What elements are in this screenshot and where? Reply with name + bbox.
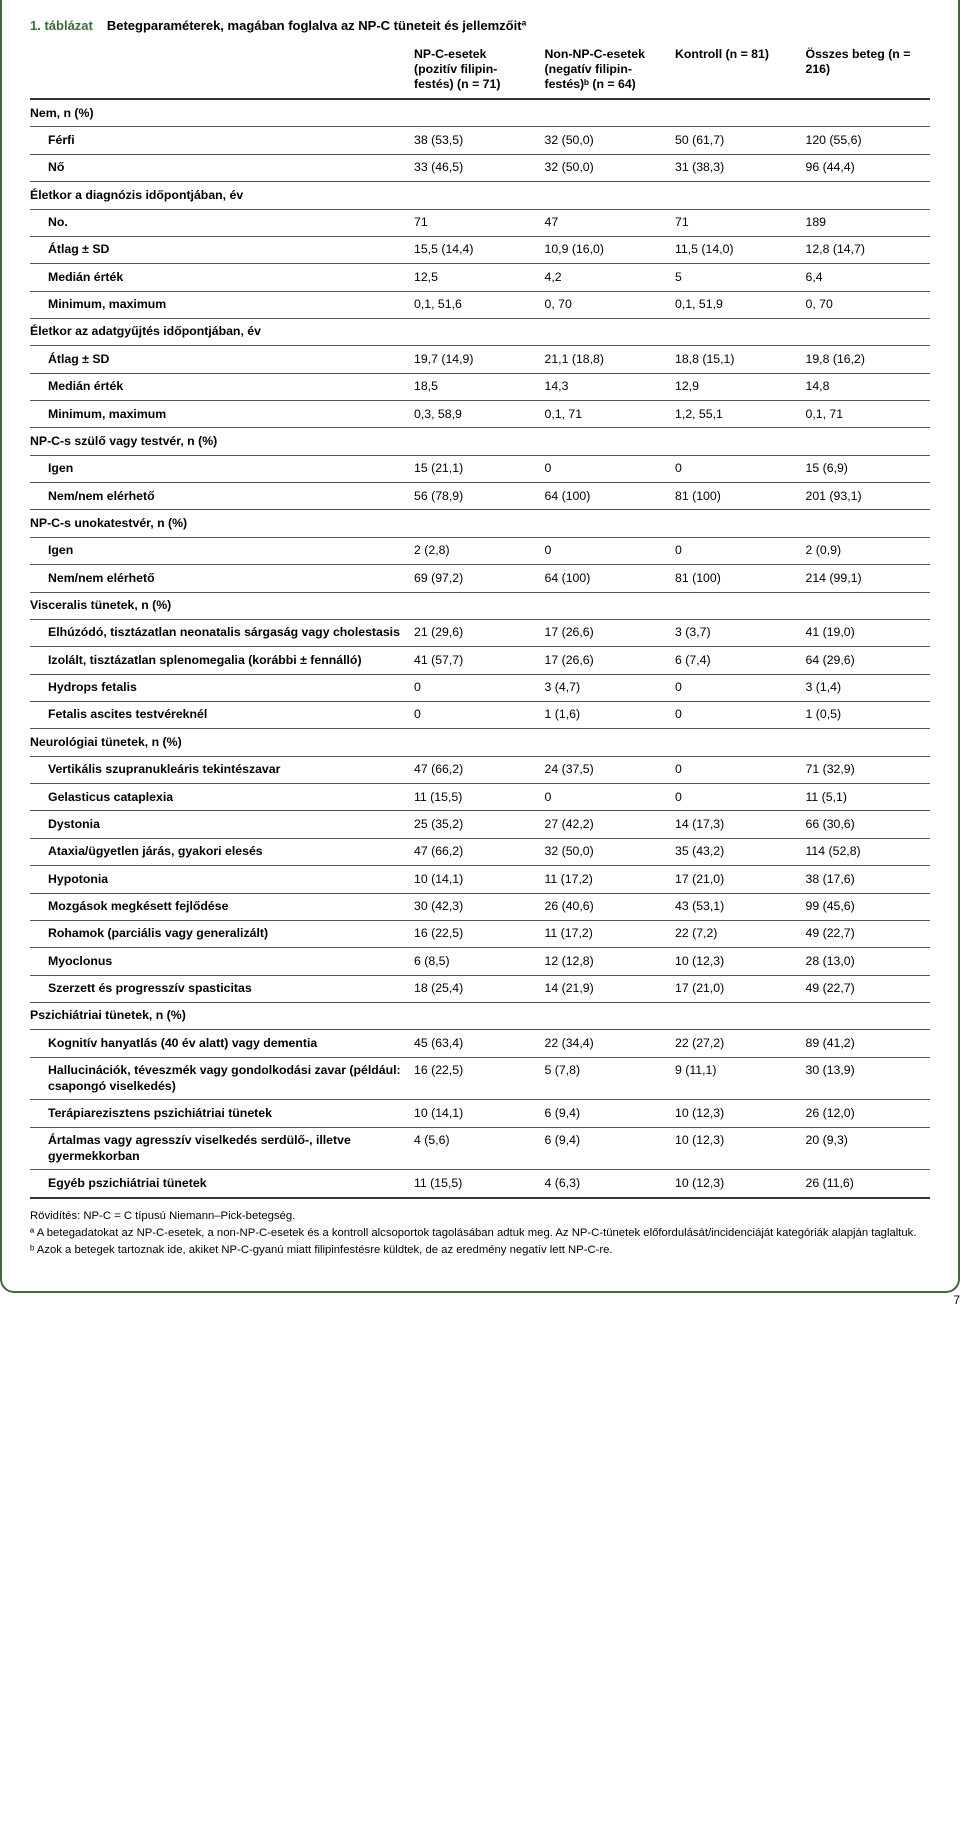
table-row: Fetalis ascites testvéreknél 0 1 (1,6) 0…	[30, 701, 930, 728]
parameters-table: NP-C-esetek (pozitív filipin­festés) (n …	[30, 41, 930, 1199]
table-row: Szerzett és progresszív spasticitas 18 (…	[30, 975, 930, 1002]
table-number: 1. táblázat	[30, 18, 93, 33]
table-row: Mozgások megkésett fejlődése 30 (42,3) 2…	[30, 893, 930, 920]
col-head-nonnpc: Non-NP-C-esetek (negatív filipin­festés)…	[539, 41, 670, 99]
section-diag-age: Életkor a diagnózis időpontjában, év	[30, 182, 930, 209]
table-header-row: NP-C-esetek (pozitív filipin­festés) (n …	[30, 41, 930, 99]
table-row: Vertikális szupranukleáris tekintészavar…	[30, 756, 930, 783]
table-footnotes: Rövidítés: NP-C = C típusú Niemann–Pick-…	[30, 1205, 930, 1259]
table-row: Hydrops fetalis 0 3 (4,7) 0 3 (1,4)	[30, 674, 930, 701]
table-caption: 1. táblázat Betegparaméterek, magában fo…	[30, 0, 930, 33]
table-row: Átlag ± SD 19,7 (14,9) 21,1 (18,8) 18,8 …	[30, 346, 930, 373]
col-head-npc: NP-C-esetek (pozitív filipin­festés) (n …	[408, 41, 539, 99]
page-number: 7	[0, 1293, 960, 1307]
section-cousin: NP-C-s unokatestvér, n (%)	[30, 510, 930, 537]
table-row: Hallucinációk, téveszmék vagy gondolkodá…	[30, 1057, 930, 1100]
table-row: Ataxia/ügyetlen járás, gyakori elesés 47…	[30, 838, 930, 865]
col-head-control: Kontroll (n = 81)	[669, 41, 800, 99]
table-row: Igen 15 (21,1) 0 0 15 (6,9)	[30, 455, 930, 482]
table-row: Izolált, tisztázatlan splenomegalia (kor…	[30, 647, 930, 674]
table-row: Minimum, maximum 0,3, 58,9 0,1, 71 1,2, …	[30, 401, 930, 428]
footnote-a: ª A betegadatokat az NP-C-esetek, a non-…	[30, 1226, 930, 1241]
footnote-abbr: Rövidítés: NP-C = C típusú Niemann–Pick-…	[30, 1209, 930, 1224]
col-head-total: Összes beteg (n = 216)	[800, 41, 931, 99]
table-row: Férfi 38 (53,5) 32 (50,0) 50 (61,7) 120 …	[30, 127, 930, 154]
section-neuro: Neurológiai tünetek, n (%)	[30, 729, 930, 756]
table-row: Ártalmas vagy agresszív viselkedés serdü…	[30, 1127, 930, 1170]
table-row: Igen 2 (2,8) 0 0 2 (0,9)	[30, 537, 930, 564]
table-row: Kognitív hanyatlás (40 év alatt) vagy de…	[30, 1030, 930, 1057]
table-row: Nő 33 (46,5) 32 (50,0) 31 (38,3) 96 (44,…	[30, 154, 930, 181]
section-psych: Pszichiátriai tünetek, n (%)	[30, 1002, 930, 1029]
table-row: Rohamok (parciális vagy generalizált) 16…	[30, 920, 930, 947]
table-row: Terápiarezisztens pszichiátriai tünetek …	[30, 1100, 930, 1127]
table-row: Dystonia 25 (35,2) 27 (42,2) 14 (17,3) 6…	[30, 811, 930, 838]
section-parent: NP-C-s szülő vagy testvér, n (%)	[30, 428, 930, 455]
table-row: Gelasticus cataplexia 11 (15,5) 0 0 11 (…	[30, 784, 930, 811]
table-row: Myoclonus 6 (8,5) 12 (12,8) 10 (12,3) 28…	[30, 948, 930, 975]
table-row: Medián érték 12,5 4,2 5 6,4	[30, 264, 930, 291]
section-visceral: Visceralis tünetek, n (%)	[30, 592, 930, 619]
table-page: 1. táblázat Betegparaméterek, magában fo…	[0, 0, 960, 1293]
table-row: Nem/nem elérhető 56 (78,9) 64 (100) 81 (…	[30, 483, 930, 510]
table-row: Elhúzódó, tisztázatlan neonatalis sárgas…	[30, 619, 930, 646]
table-title: Betegparaméterek, magában foglalva az NP…	[107, 18, 527, 33]
section-nem: Nem, n (%)	[30, 99, 930, 127]
footnote-b: ᵇ Azok a betegek tartoznak ide, akiket N…	[30, 1243, 930, 1258]
table-row: Medián érték 18,5 14,3 12,9 14,8	[30, 373, 930, 400]
table-row: No. 71 47 71 189	[30, 209, 930, 236]
table-row: Átlag ± SD 15,5 (14,4) 10,9 (16,0) 11,5 …	[30, 236, 930, 263]
table-row: Nem/nem elérhető 69 (97,2) 64 (100) 81 (…	[30, 565, 930, 592]
table-row: Egyéb pszichiátriai tünetek 11 (15,5) 4 …	[30, 1170, 930, 1198]
table-row: Hypotonia 10 (14,1) 11 (17,2) 17 (21,0) …	[30, 866, 930, 893]
section-data-age: Életkor az adatgyűjtés időpontjában, év	[30, 318, 930, 345]
table-row: Minimum, maximum 0,1, 51,6 0, 70 0,1, 51…	[30, 291, 930, 318]
